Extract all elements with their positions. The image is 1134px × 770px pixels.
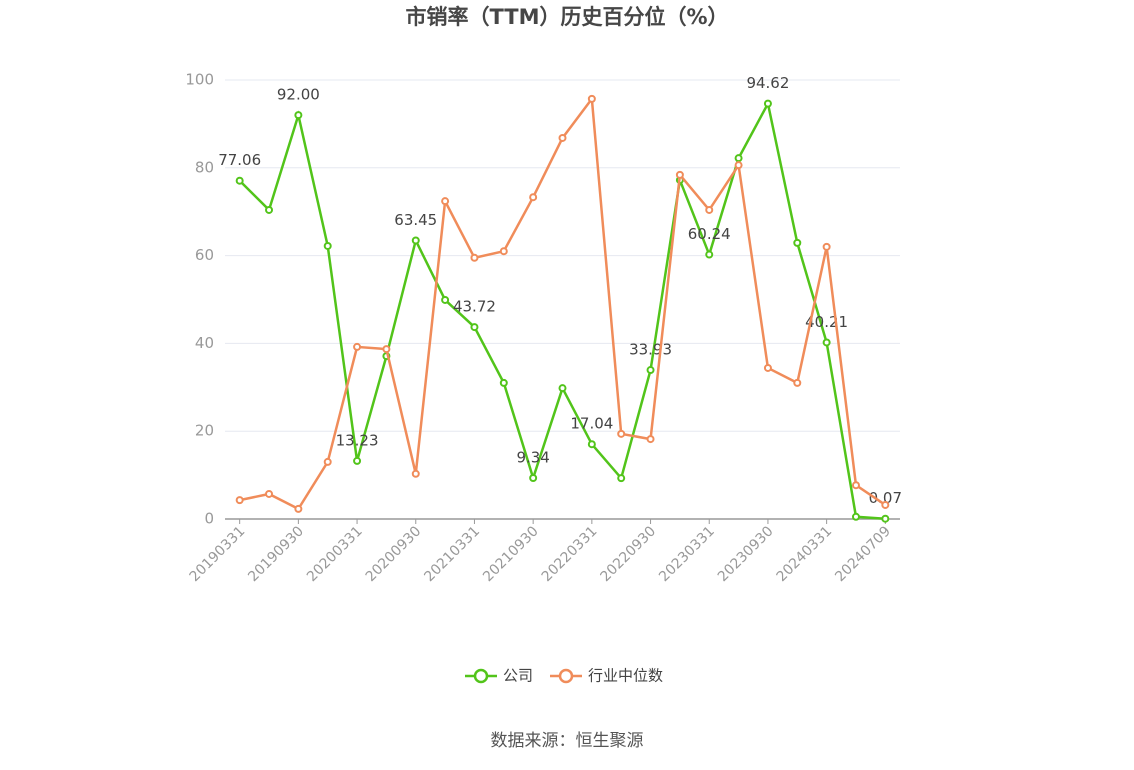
x-tick-label: 20230930 bbox=[715, 523, 777, 585]
x-tick-label: 20210930 bbox=[480, 523, 542, 585]
point bbox=[411, 236, 420, 245]
x-tick-label: 20240709 bbox=[832, 523, 894, 585]
point bbox=[705, 250, 714, 259]
point bbox=[441, 197, 450, 206]
y-tick-label: 80 bbox=[195, 158, 214, 176]
x-tick-label: 20240331 bbox=[774, 523, 836, 585]
point bbox=[382, 345, 391, 354]
data-label: 43.72 bbox=[453, 298, 496, 316]
x-tick-label: 20210331 bbox=[421, 523, 483, 585]
data-label: 77.06 bbox=[218, 151, 261, 169]
point bbox=[265, 489, 274, 498]
x-tick-label: 20190331 bbox=[187, 523, 249, 585]
point bbox=[617, 429, 626, 438]
point bbox=[235, 496, 244, 505]
point bbox=[353, 342, 362, 351]
point bbox=[881, 514, 890, 523]
point bbox=[294, 504, 303, 513]
point bbox=[499, 378, 508, 387]
legend-marker bbox=[473, 668, 489, 684]
x-tick-label: 20200930 bbox=[363, 523, 425, 585]
x-tick-label: 20200331 bbox=[304, 523, 366, 585]
data-label: 0.07 bbox=[869, 489, 902, 507]
point bbox=[294, 111, 303, 120]
point bbox=[881, 500, 890, 509]
y-tick-label: 0 bbox=[204, 510, 214, 528]
point bbox=[235, 176, 244, 185]
data-label: 13.23 bbox=[336, 431, 379, 449]
point bbox=[793, 378, 802, 387]
data-label: 17.04 bbox=[570, 415, 613, 433]
point bbox=[529, 473, 538, 482]
point bbox=[353, 456, 362, 465]
source: 数据来源：恒生聚源 bbox=[491, 731, 644, 751]
point bbox=[499, 247, 508, 256]
point bbox=[587, 94, 596, 103]
point bbox=[470, 253, 479, 262]
point bbox=[323, 457, 332, 466]
series-line bbox=[238, 100, 886, 520]
y-tick-label: 20 bbox=[195, 422, 214, 440]
point bbox=[323, 241, 332, 250]
point bbox=[441, 295, 450, 304]
point bbox=[617, 474, 626, 483]
point bbox=[734, 161, 743, 170]
x-tick-label: 20230331 bbox=[656, 523, 718, 585]
point bbox=[851, 481, 860, 490]
point bbox=[705, 205, 714, 214]
x-tick-label: 20190930 bbox=[245, 523, 307, 585]
data-label: 60.24 bbox=[688, 225, 731, 243]
point bbox=[763, 363, 772, 372]
legend-label: 行业中位数 bbox=[588, 667, 663, 685]
legend-label: 公司 bbox=[503, 667, 533, 685]
point bbox=[411, 469, 420, 478]
point bbox=[558, 133, 567, 142]
chart-title: 市销率（TTM）历史百分位（%） bbox=[405, 5, 728, 29]
point bbox=[851, 512, 860, 521]
point bbox=[646, 366, 655, 375]
point bbox=[558, 384, 567, 393]
point bbox=[646, 435, 655, 444]
y-tick-label: 100 bbox=[185, 71, 214, 89]
x-tick-label: 20220930 bbox=[597, 523, 659, 585]
point bbox=[822, 338, 831, 347]
data-label: 92.00 bbox=[277, 86, 320, 104]
point bbox=[822, 242, 831, 251]
data-label: 63.45 bbox=[394, 211, 437, 229]
point bbox=[265, 205, 274, 214]
point bbox=[529, 193, 538, 202]
point bbox=[587, 440, 596, 449]
point bbox=[470, 323, 479, 332]
x-tick-label: 20220331 bbox=[539, 523, 601, 585]
y-tick-label: 60 bbox=[195, 246, 214, 264]
data-label: 9.34 bbox=[516, 448, 549, 466]
data-label: 94.62 bbox=[746, 74, 789, 92]
point bbox=[734, 154, 743, 163]
y-tick-label: 40 bbox=[195, 334, 214, 352]
point bbox=[793, 238, 802, 247]
point bbox=[675, 170, 684, 179]
data-label: 33.93 bbox=[629, 341, 672, 359]
legend-marker bbox=[558, 668, 574, 684]
point bbox=[763, 99, 772, 108]
